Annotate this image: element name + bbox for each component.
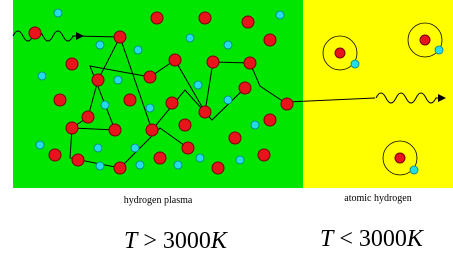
proton [151, 12, 163, 24]
proton [144, 71, 156, 83]
condition: T < 3000K [320, 226, 425, 252]
electron [96, 162, 104, 170]
proton [166, 97, 178, 109]
proton [154, 152, 166, 164]
proton [199, 12, 211, 24]
region-label: atomic hydrogen [344, 193, 411, 204]
proton [182, 142, 194, 154]
electron [410, 166, 418, 174]
electron [38, 72, 46, 80]
electron [251, 121, 259, 129]
proton [114, 31, 126, 43]
electron [351, 60, 359, 68]
proton [49, 149, 61, 161]
electron [224, 96, 232, 104]
electron [174, 161, 182, 169]
proton [179, 119, 191, 131]
proton [169, 54, 181, 66]
unit: K [406, 226, 425, 252]
proton [264, 34, 276, 46]
region-label: hydrogen plasma [124, 195, 193, 206]
variable: T [124, 228, 139, 254]
electron [136, 161, 144, 169]
electron [131, 144, 139, 152]
electron [435, 46, 443, 54]
electron [134, 46, 142, 54]
electron [224, 41, 232, 49]
number: 3000 [359, 226, 407, 252]
proton [395, 153, 405, 163]
electron [146, 104, 154, 112]
proton [281, 98, 293, 110]
proton [82, 111, 94, 123]
proton [29, 27, 41, 39]
proton [207, 56, 219, 68]
proton [264, 114, 276, 126]
relation: < [339, 226, 353, 252]
proton [244, 57, 256, 69]
electron [194, 81, 202, 89]
proton [420, 35, 430, 45]
proton [239, 82, 251, 94]
proton [114, 162, 126, 174]
unit: K [210, 228, 229, 254]
electron [94, 144, 102, 152]
electron [54, 9, 62, 17]
electron [196, 154, 204, 162]
proton [229, 132, 241, 144]
proton [66, 122, 78, 134]
condition: T > 3000K [124, 228, 229, 254]
number: 3000 [163, 228, 211, 254]
electron [114, 76, 122, 84]
atomic-region [303, 0, 453, 188]
variable: T [320, 226, 335, 252]
proton [92, 74, 104, 86]
proton [124, 94, 136, 106]
proton [66, 58, 78, 70]
proton [258, 149, 270, 161]
proton [242, 16, 254, 28]
electron [101, 101, 109, 109]
proton [212, 162, 224, 174]
electron [36, 141, 44, 149]
electron [96, 41, 104, 49]
proton [54, 94, 66, 106]
proton [72, 154, 84, 166]
diagram: hydrogen plasma atomic hydrogen T > 3000… [0, 0, 453, 256]
electron [276, 11, 284, 19]
proton [335, 48, 345, 58]
relation: > [143, 228, 157, 254]
electron [236, 156, 244, 164]
proton [199, 106, 211, 118]
proton [109, 124, 121, 136]
electron [186, 34, 194, 42]
proton [146, 124, 158, 136]
